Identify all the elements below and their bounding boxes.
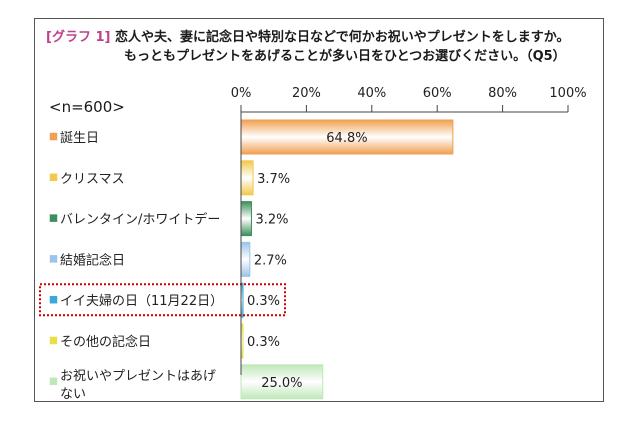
bar xyxy=(240,119,454,155)
category-marker xyxy=(49,173,58,182)
data-label: 2.7% xyxy=(254,253,287,268)
category-marker xyxy=(49,214,58,222)
data-label: 64.8% xyxy=(326,131,367,146)
bar xyxy=(240,201,252,237)
category-label: 誕生日 xyxy=(60,131,99,146)
data-label: 0.3% xyxy=(247,335,280,350)
bar xyxy=(240,241,251,277)
x-tick-label: 100% xyxy=(549,86,586,101)
sample-size-label: <n=600> xyxy=(49,98,125,116)
x-tick-label: 20% xyxy=(292,86,321,101)
x-tick-label: 0% xyxy=(231,86,252,101)
category-marker xyxy=(49,132,58,141)
title-line-2: もっともプレゼントをあげることが多い日をひとつお選びください。（Q5） xyxy=(124,49,566,64)
chart-frame xyxy=(34,18,604,402)
data-label: 3.7% xyxy=(257,172,290,187)
figure-tag: [グラフ 1] xyxy=(46,30,111,45)
data-label: 0.3% xyxy=(247,294,280,309)
x-tick-label: 40% xyxy=(357,86,386,101)
data-label: 25.0% xyxy=(261,376,302,391)
data-label: 3.2% xyxy=(255,213,288,228)
category-label: イイ夫婦の日（11月22日） xyxy=(60,293,223,309)
chart-title: [グラフ 1] 恋人や夫、妻に記念日や特別な日などで何かお祝いやプレゼントをしま… xyxy=(46,28,586,66)
category-marker xyxy=(49,377,58,386)
category-label: クリスマス xyxy=(60,172,125,187)
bar xyxy=(240,160,254,196)
category-marker xyxy=(49,255,58,263)
category-label-continued: ない xyxy=(60,387,86,402)
category-marker xyxy=(49,295,58,304)
category-label: お祝いやプレゼントはあげ xyxy=(60,369,216,384)
category-marker xyxy=(49,336,58,345)
bar xyxy=(240,364,324,400)
x-tick-label: 60% xyxy=(423,86,452,101)
category-label: その他の記念日 xyxy=(60,334,151,350)
highlight-box xyxy=(39,283,286,317)
category-label: バレンタイン/ホワイトデー xyxy=(60,212,220,228)
x-tick-label: 80% xyxy=(488,86,517,101)
category-label: 結婚記念日 xyxy=(60,252,125,268)
title-line-1: 恋人や夫、妻に記念日や特別な日などで何かお祝いやプレゼントをしますか。 xyxy=(115,30,570,45)
